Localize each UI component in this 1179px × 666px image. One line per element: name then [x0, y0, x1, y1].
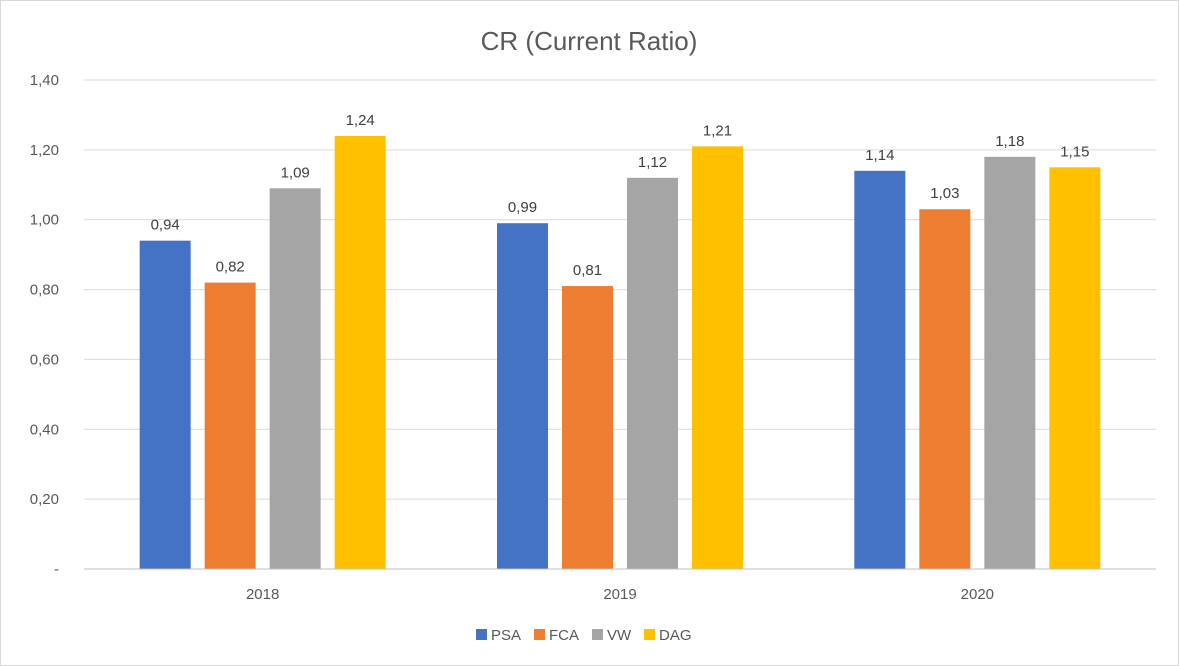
bar-psa-2019: [497, 223, 548, 569]
legend-swatch-dag: [644, 629, 655, 640]
bar-fca-2020: [919, 209, 971, 569]
y-tick-label: 1,40: [30, 72, 59, 89]
y-tick-label: 0,20: [30, 491, 59, 508]
x-tick-label: 2019: [603, 586, 636, 603]
legend-label-psa: PSA: [491, 627, 521, 644]
legend-swatch-psa: [476, 629, 487, 640]
data-label: 1,03: [930, 185, 959, 202]
data-label: 0,82: [216, 259, 245, 276]
bar-vw-2018: [269, 188, 321, 569]
data-label: 1,14: [865, 147, 894, 164]
y-axis-ticks: - 0,20 0,40 0,60 0,80 1,00 1,20 1,40: [30, 72, 59, 578]
y-tick-label: 1,00: [30, 212, 59, 229]
bar-dag-2020: [1049, 167, 1101, 570]
x-tick-label: 2020: [961, 586, 994, 603]
gridlines: [84, 79, 1156, 500]
data-label: 1,12: [638, 154, 667, 171]
legend-label-dag: DAG: [659, 627, 692, 644]
data-labels: 0,94 0,82 1,09 1,24 0,99 0,81 1,12 1,21 1,14 1,03…: [151, 112, 1090, 279]
x-axis-ticks: 2018 2019 2020: [246, 586, 994, 603]
data-label: 1,09: [281, 164, 310, 181]
bar-dag-2018: [334, 135, 386, 569]
legend-label-vw: VW: [607, 627, 632, 644]
bar-fca-2019: [562, 286, 613, 569]
legend: PSA FCA VW DAG: [476, 627, 692, 644]
y-tick-label: -: [54, 561, 59, 578]
data-label: 1,24: [346, 112, 375, 129]
legend-label-fca: FCA: [549, 627, 579, 644]
y-tick-label: 0,40: [30, 421, 59, 438]
bar-vw-2019: [627, 177, 678, 570]
bar-vw-2020: [984, 156, 1036, 570]
bar-dag-2019: [692, 146, 743, 569]
data-label: 1,15: [1060, 143, 1089, 160]
bars: [139, 135, 1101, 570]
data-label: 1,18: [995, 133, 1024, 150]
legend-swatch-vw: [592, 629, 603, 640]
x-tick-label: 2018: [246, 586, 279, 603]
data-label: 0,94: [151, 217, 180, 234]
y-tick-label: 0,80: [30, 282, 59, 299]
data-label: 0,99: [508, 199, 537, 216]
bar-fca-2018: [204, 282, 256, 569]
data-label: 0,81: [573, 262, 602, 279]
legend-swatch-fca: [534, 629, 545, 640]
chart-title: CR (Current Ratio): [481, 26, 698, 56]
data-label: 1,21: [703, 122, 732, 139]
y-tick-label: 1,20: [30, 142, 59, 159]
bar-psa-2018: [139, 240, 191, 569]
y-tick-label: 0,60: [30, 351, 59, 368]
bar-psa-2020: [854, 170, 906, 570]
